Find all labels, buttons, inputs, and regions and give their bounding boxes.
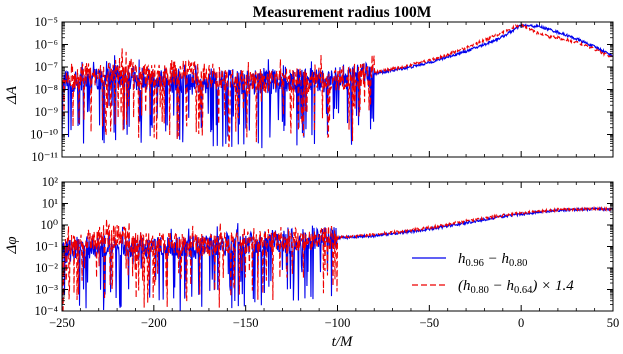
- x-tick-label-4: −50: [420, 316, 440, 330]
- x-tick-label-6: 50: [607, 316, 620, 330]
- y-tick-label-1-5: 10¹: [42, 197, 59, 211]
- amplitude-panel: 10⁻¹¹ 10⁻¹⁰ 10⁻⁹ 10⁻⁸ 10⁻⁷ 10⁻⁶ 10⁻⁵: [30, 15, 614, 164]
- y-tick-label-0-6: 10⁻⁵: [35, 15, 58, 29]
- series-line-0-0: [62, 23, 613, 149]
- x-axis-ticks: −250 −200 −150 −100 −50 0 50: [49, 316, 619, 330]
- x-tick-label-1: −200: [141, 316, 167, 330]
- y-tick-label-1-0: 10⁻⁴: [35, 304, 58, 318]
- y-axis-label-amplitude: ΔA: [4, 85, 20, 105]
- plot-frame-0: [61, 21, 614, 158]
- y-axis-label-phase: Δφ: [4, 236, 20, 254]
- legend-label-1: (h0.80 − h0.64) × 1.4: [458, 278, 574, 296]
- chart-title: Measurement radius 100M: [253, 4, 432, 21]
- y-tick-label-1-4: 10⁰: [40, 218, 58, 232]
- x-tick-label-3: −100: [325, 316, 351, 330]
- y-tick-label-0-4: 10⁻⁷: [35, 60, 58, 74]
- legend-label-0: h0.96 − h0.80: [458, 251, 527, 269]
- x-tick-label-0: −250: [49, 316, 75, 330]
- y-tick-label-1-1: 10⁻³: [35, 283, 58, 297]
- legend: h0.96 − h0.80 (h0.80 − h0.64) × 1.4: [412, 251, 574, 296]
- y-tick-label-0-5: 10⁻⁶: [35, 38, 58, 52]
- y-tick-label-1-2: 10⁻²: [35, 261, 58, 275]
- x-axis-label: t/M: [332, 334, 354, 350]
- y-tick-label-0-3: 10⁻⁸: [35, 83, 58, 97]
- y-tick-label-0-1: 10⁻¹⁰: [30, 128, 58, 142]
- y-tick-label-0-2: 10⁻⁹: [35, 105, 58, 119]
- x-tick-label-5: 0: [518, 316, 524, 330]
- series-line-1-1: [62, 205, 613, 311]
- x-tick-label-2: −150: [233, 316, 259, 330]
- y-tick-label-1-6: 10²: [42, 175, 59, 189]
- y-tick-label-1-3: 10⁻¹: [35, 240, 58, 254]
- y-tick-label-0-0: 10⁻¹¹: [31, 150, 58, 164]
- phase-panel: 10⁻⁴ 10⁻³ 10⁻² 10⁻¹ 10⁰ 10¹ 10²: [35, 175, 614, 318]
